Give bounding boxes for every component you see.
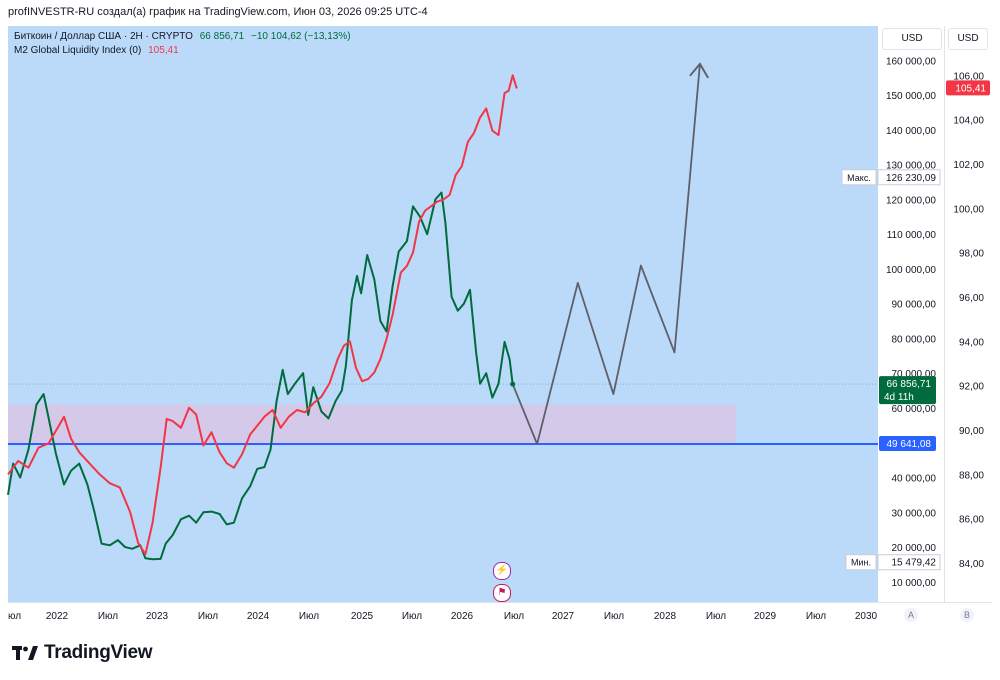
legend-price: 66 856,71 xyxy=(199,31,245,42)
auto-scale-button[interactable]: A xyxy=(904,608,918,622)
time-tick-label: Июл xyxy=(806,611,826,622)
m2-tick-label: 84,00 xyxy=(959,559,984,570)
tradingview-logo-icon xyxy=(12,646,38,660)
min-value: 15 479,42 xyxy=(892,558,937,569)
price-tick-label: 160 000,00 xyxy=(886,56,936,67)
m2-tick-label: 90,00 xyxy=(959,426,984,437)
price-axis[interactable] xyxy=(878,26,944,602)
m2-tick-label: 98,00 xyxy=(959,249,984,260)
price-tick-label: 100 000,00 xyxy=(886,265,936,276)
legend-symbol: Биткоин / Доллар США · 2Н · CRYPTO xyxy=(14,31,193,42)
legend-m2-value: 105,41 xyxy=(148,45,179,56)
price-tick-label: 110 000,00 xyxy=(887,230,937,241)
price-tick-label: 60 000,00 xyxy=(892,404,937,415)
time-tick-label: Июл xyxy=(402,611,422,622)
price-tick-label: 40 000,00 xyxy=(892,474,937,485)
m2-value-badge[interactable] xyxy=(946,80,990,96)
m2-tick-label: 100,00 xyxy=(953,204,984,215)
time-tick-label: 2025 xyxy=(351,611,374,622)
price-tick-label: 80 000,00 xyxy=(892,334,937,345)
time-tick-label: 2027 xyxy=(552,611,575,622)
m2-tick-label: 102,00 xyxy=(953,160,984,171)
price-tick-label: 140 000,00 xyxy=(886,126,936,137)
price-tick-label: 30 000,00 xyxy=(892,508,937,519)
currency-button-left[interactable]: USD xyxy=(882,28,942,50)
m2-axis[interactable] xyxy=(944,26,993,602)
legend-change: −10 104,62 (−13,13%) xyxy=(251,31,351,42)
price-tick-label: 150 000,00 xyxy=(886,91,936,102)
price-tick-label: 120 000,00 xyxy=(886,195,936,206)
projection-path[interactable] xyxy=(511,63,709,445)
m2-tick-label: 96,00 xyxy=(959,293,984,304)
time-tick-label: Июл xyxy=(98,611,118,622)
max-value-box xyxy=(877,169,941,186)
price-tick-label: 20 000,00 xyxy=(892,543,937,554)
btc-last-point[interactable] xyxy=(510,381,516,387)
m2-tick-label: 86,00 xyxy=(959,515,984,526)
tradingview-brand: TradingView xyxy=(44,642,153,663)
projection-arrow-head xyxy=(689,62,709,79)
m2-tick-label: 88,00 xyxy=(959,470,984,481)
max-label: Макс. xyxy=(847,173,871,183)
time-tick-label: Июл xyxy=(604,611,624,622)
price-tick-label: 130 000,00 xyxy=(886,161,936,172)
time-tick-label: 2024 xyxy=(247,611,270,622)
legend-m2-row[interactable]: M2 Global Liquidity Index (0) 105,41 xyxy=(14,45,179,56)
legend-m2-name: M2 Global Liquidity Index (0) xyxy=(14,45,142,56)
m2-tick-label: 92,00 xyxy=(959,382,984,393)
log-scale-button[interactable]: B xyxy=(960,608,974,622)
m2-tick-label: 104,00 xyxy=(953,116,984,127)
support-value-badge[interactable] xyxy=(879,436,936,451)
time-tick-label: 2022 xyxy=(46,611,69,622)
time-tick-label: Июл xyxy=(299,611,319,622)
price-tick-label: 90 000,00 xyxy=(892,300,937,311)
current-price-value: 66 856,71 xyxy=(887,379,932,390)
min-value-box xyxy=(877,554,941,571)
time-tick-label: 2023 xyxy=(146,611,169,622)
time-tick-label: 2028 xyxy=(654,611,677,622)
currency-button-right[interactable]: USD xyxy=(948,28,988,50)
time-axis[interactable] xyxy=(8,602,992,629)
chart-svg: 160 000,00 150 000,00 140 000,00 130 000,00… xyxy=(7,56,990,622)
chart-header: profINVESTR-RU создал(а) график на Tradi… xyxy=(8,6,428,18)
m2-tick-label: 106,00 xyxy=(953,71,984,82)
time-tick-label: Июл xyxy=(706,611,726,622)
time-tick-label: 2030 xyxy=(855,611,878,622)
support-value: 49 641,08 xyxy=(887,439,932,450)
time-tick-label: 2026 xyxy=(451,611,474,622)
max-value: 126 230,09 xyxy=(886,173,936,184)
time-tick-label: Июл xyxy=(198,611,218,622)
price-tick-label: 10 000,00 xyxy=(892,578,937,589)
min-label-box xyxy=(845,554,877,571)
support-zone[interactable] xyxy=(8,404,736,444)
m2-liquidity-line[interactable] xyxy=(7,74,518,556)
m2-current-value: 105,41 xyxy=(955,83,986,94)
time-tick-label: Июл xyxy=(504,611,524,622)
time-tick-label: юл xyxy=(8,611,21,622)
legend-symbol-row[interactable]: Биткоин / Доллар США · 2Н · CRYPTO 66 85… xyxy=(14,31,351,42)
current-price-badge[interactable] xyxy=(879,376,936,405)
tradingview-logo[interactable]: TradingView xyxy=(12,642,153,664)
min-label: Мин. xyxy=(851,558,871,568)
time-tick-label: 2029 xyxy=(754,611,777,622)
plot-area[interactable] xyxy=(8,26,878,602)
price-tick-label: 70 000,00 xyxy=(892,369,937,380)
flag-icon[interactable]: ⚑ xyxy=(493,584,511,602)
bar-countdown: 4d 11h xyxy=(884,392,914,403)
lightning-icon[interactable]: ⚡ xyxy=(493,562,511,580)
btc-price-line[interactable] xyxy=(7,191,514,561)
m2-tick-label: 94,00 xyxy=(959,337,984,348)
max-label-box xyxy=(841,169,877,186)
